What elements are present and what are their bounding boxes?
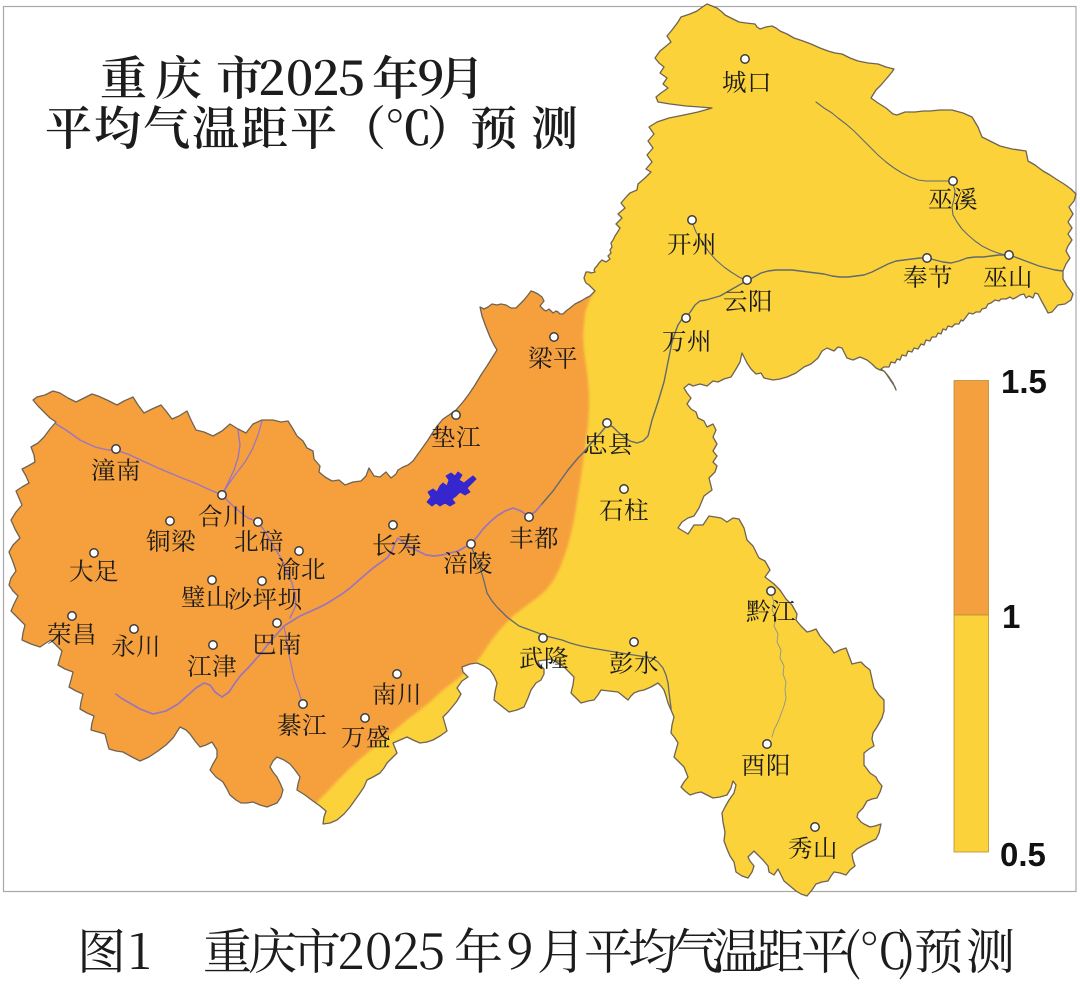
svg-text:1.5: 1.5 [1001, 363, 1047, 400]
svg-text:0.5: 0.5 [1000, 836, 1046, 873]
svg-text:1: 1 [1002, 598, 1020, 635]
